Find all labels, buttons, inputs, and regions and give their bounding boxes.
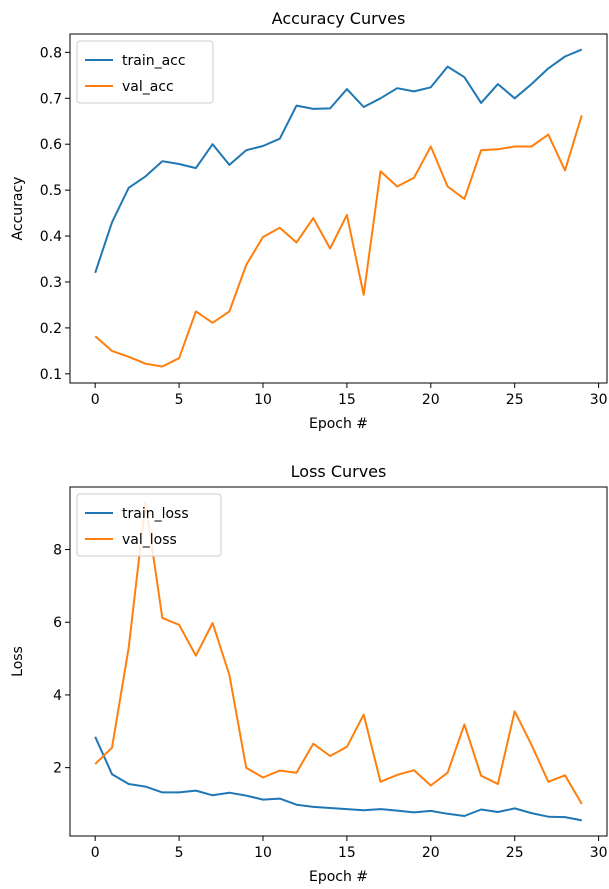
accuracy-axes-frame bbox=[69, 33, 608, 384]
accuracy-x-tick-label: 25 bbox=[506, 392, 524, 408]
loss-x-tick-label: 30 bbox=[590, 845, 608, 861]
accuracy-legend bbox=[76, 40, 214, 104]
accuracy-plot: Accuracy Curves Epoch # Accuracy 0 5 10 15 2… bbox=[10, 9, 608, 432]
loss-x-tick-label: 20 bbox=[422, 845, 440, 861]
loss-y-axis-label: Loss bbox=[10, 646, 26, 677]
loss-x-axis-label: Epoch # bbox=[309, 869, 368, 885]
accuracy-x-tick-label: 0 bbox=[91, 392, 100, 408]
accuracy-chart-title: Accuracy Curves bbox=[272, 9, 406, 28]
loss-y-tick-label: 8 bbox=[53, 543, 62, 559]
loss-x-tick-label: 0 bbox=[91, 845, 100, 861]
legend-label-train_acc: train_acc bbox=[122, 53, 186, 69]
loss-y-tick-label: 6 bbox=[53, 615, 62, 631]
accuracy-x-tick-label: 5 bbox=[175, 392, 184, 408]
accuracy-x-tick-label: 10 bbox=[254, 392, 272, 408]
series-line-val_acc bbox=[94, 115, 583, 368]
series-line-val_loss bbox=[94, 501, 583, 805]
accuracy-x-tick-label: 20 bbox=[422, 392, 440, 408]
loss-axes-frame bbox=[69, 486, 608, 837]
accuracy-x-tick-label: 30 bbox=[590, 392, 608, 408]
loss-y-tick-label: 2 bbox=[53, 761, 62, 777]
legend-label-val_acc: val_acc bbox=[122, 79, 174, 95]
loss-chart-title: Loss Curves bbox=[291, 462, 387, 481]
loss-x-tick-label: 25 bbox=[506, 845, 524, 861]
legend-label-val_loss: val_loss bbox=[122, 532, 177, 548]
accuracy-y-tick-label: 0.4 bbox=[40, 229, 62, 245]
accuracy-y-tick-label: 0.2 bbox=[40, 321, 62, 337]
accuracy-y-tick-label: 0.7 bbox=[40, 91, 62, 107]
accuracy-y-tick-label: 0.1 bbox=[40, 367, 62, 383]
legend-label-train_loss: train_loss bbox=[122, 506, 189, 522]
loss-x-tick-label: 15 bbox=[338, 845, 356, 861]
loss-legend bbox=[76, 493, 222, 557]
accuracy-x-tick-label: 15 bbox=[338, 392, 356, 408]
accuracy-y-tick-label: 0.5 bbox=[40, 183, 62, 199]
loss-x-tick-label: 10 bbox=[254, 845, 272, 861]
accuracy-y-tick-label: 0.6 bbox=[40, 137, 62, 153]
loss-x-tick-label: 5 bbox=[175, 845, 184, 861]
loss-plot: Loss Curves Epoch # Loss 0 5 10 15 20 25 30 2 4 6… bbox=[10, 462, 608, 885]
accuracy-y-axis-label: Accuracy bbox=[10, 177, 26, 241]
accuracy-y-tick-label: 0.8 bbox=[40, 45, 62, 61]
accuracy-x-axis-label: Epoch # bbox=[309, 416, 368, 432]
series-line-train_acc bbox=[94, 48, 583, 274]
series-line-train_loss bbox=[94, 736, 582, 822]
loss-y-tick-label: 4 bbox=[53, 688, 62, 704]
accuracy-y-tick-label: 0.3 bbox=[40, 275, 62, 291]
